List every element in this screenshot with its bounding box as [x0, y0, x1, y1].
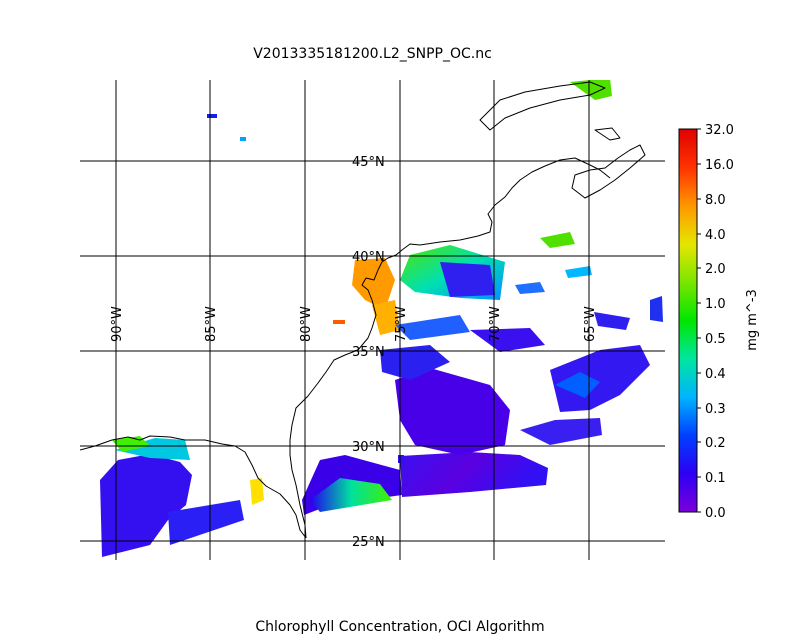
- colorbar-tick-label: 0.2: [705, 436, 726, 451]
- colorbar-tick-label: 4.0: [705, 228, 726, 243]
- latitude-labels: 45°N 40°N 35°N 30°N 25°N: [352, 155, 385, 550]
- lon-label: 85°W: [204, 306, 219, 342]
- lon-label: 65°W: [583, 306, 598, 342]
- colorbar-tick-label: 32.0: [705, 123, 734, 138]
- lon-label: 70°W: [488, 306, 503, 342]
- colorbar-tick-label: 2.0: [705, 262, 726, 277]
- lon-label: 90°W: [110, 306, 125, 342]
- chlorophyll-swaths: [100, 80, 663, 557]
- colorbar: 32.0 16.0 8.0 4.0 2.0 1.0 0.5 0.4 0.3 0.…: [678, 123, 760, 521]
- colorbar-tick-label: 0.0: [705, 506, 726, 521]
- longitude-labels: 90°W 85°W 80°W 75°W 70°W 65°W: [110, 306, 598, 342]
- colorbar-tick-label: 16.0: [705, 158, 734, 173]
- lat-label: 35°N: [352, 345, 385, 360]
- graticule: [80, 80, 665, 560]
- colorbar-tick-label: 1.0: [705, 297, 726, 312]
- colorbar-label: mg m^-3: [745, 289, 760, 351]
- plot-title: V2013335181200.L2_SNPP_OC.nc: [253, 46, 492, 62]
- colorbar-tick-label: 0.1: [705, 471, 726, 486]
- colorbar-tick-label: 0.5: [705, 332, 726, 347]
- colorbar-ticks: [697, 128, 701, 513]
- colorbar-tick-label: 8.0: [705, 193, 726, 208]
- coastlines: [80, 81, 646, 539]
- lat-label: 30°N: [352, 440, 385, 455]
- colorbar-tick-label: 0.4: [705, 367, 726, 382]
- lon-label: 80°W: [299, 306, 314, 342]
- lon-label: 75°W: [394, 306, 409, 342]
- lat-label: 40°N: [352, 250, 385, 265]
- figure-caption: Chlorophyll Concentration, OCI Algorithm: [255, 619, 545, 635]
- lat-label: 25°N: [352, 535, 385, 550]
- colorbar-gradient: [678, 128, 698, 513]
- colorbar-tick-label: 0.3: [705, 402, 726, 417]
- lat-label: 45°N: [352, 155, 385, 170]
